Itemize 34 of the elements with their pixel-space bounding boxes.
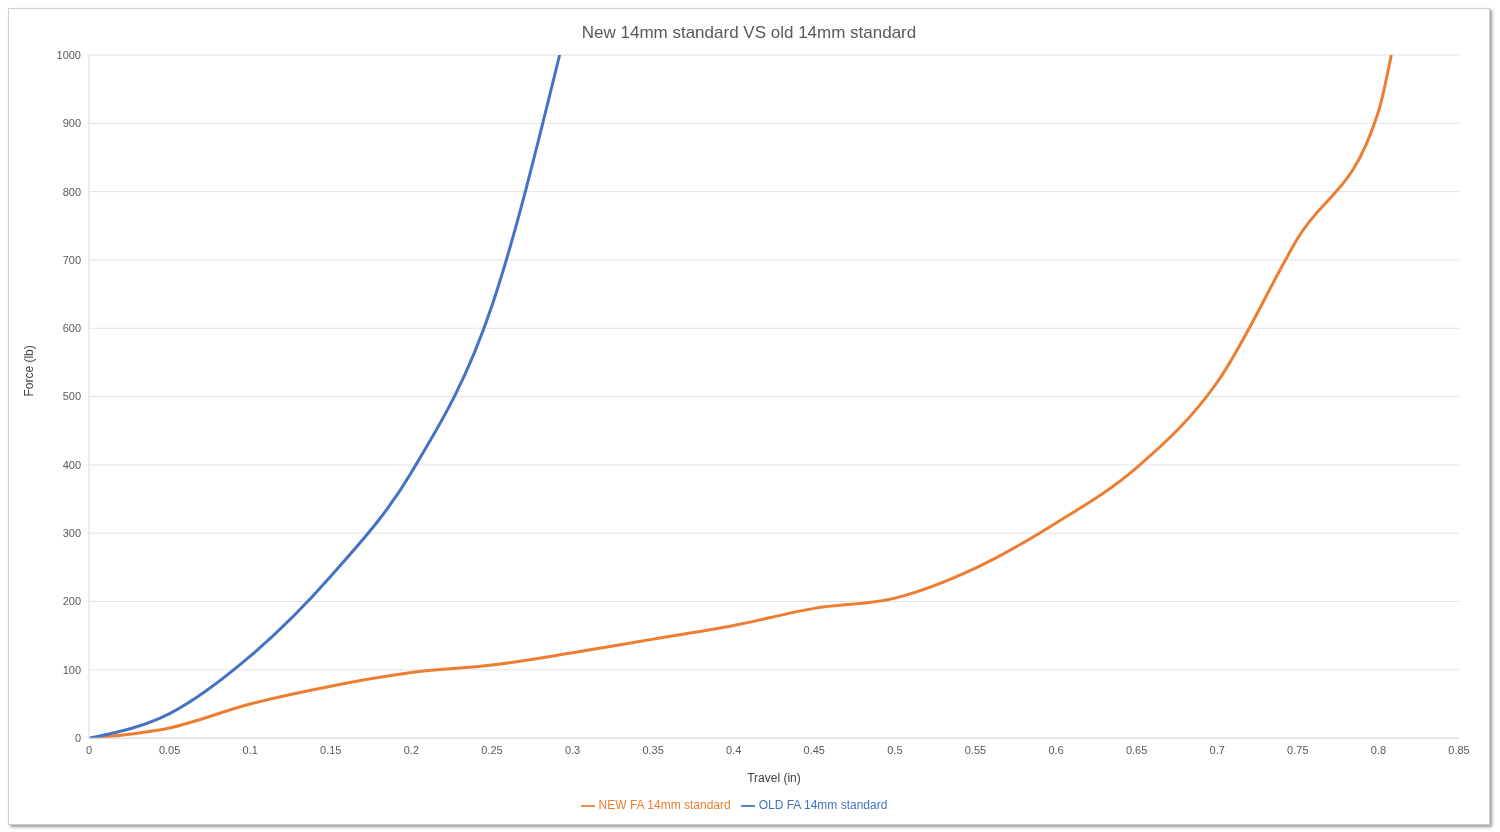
y-tick-label: 700 [62, 253, 81, 266]
y-tick-label: 800 [62, 185, 81, 198]
y-tick-label: 400 [62, 458, 81, 471]
x-tick-label: 0.15 [320, 743, 342, 756]
x-tick-label: 0.7 [1209, 743, 1225, 756]
x-tick-label: 0.35 [642, 743, 664, 756]
x-tick-label: 0.25 [481, 743, 503, 756]
x-tick-label: 0.55 [964, 743, 987, 756]
x-tick-label: 0.4 [726, 743, 742, 756]
x-tick-label: 0.05 [158, 743, 181, 756]
y-tick-label: 100 [62, 663, 81, 676]
x-tick-label: 0.45 [803, 743, 826, 756]
y-tick-label: 900 [62, 117, 81, 130]
x-tick-label: 0.1 [242, 743, 258, 756]
y-tick-label: 0 [74, 732, 81, 745]
y-tick-label: 200 [62, 595, 81, 608]
y-tick-label: 500 [62, 390, 81, 403]
x-tick-label: 0.85 [1448, 743, 1470, 756]
x-tick-label: 0.8 [1370, 743, 1387, 756]
y-axis-title: Force (lb) [22, 345, 37, 397]
x-tick-label: 0.5 [887, 743, 903, 756]
legend-label: NEW FA 14mm standard [598, 798, 731, 813]
x-tick-label: 0.65 [1125, 743, 1148, 756]
x-tick-label: 0.75 [1287, 743, 1309, 756]
y-tick-label: 300 [62, 527, 81, 540]
x-axis-title: Travel (in) [747, 771, 801, 786]
y-tick-label: 600 [62, 322, 81, 335]
x-tick-label: 0.6 [1048, 743, 1064, 756]
x-tick-label: 0.2 [403, 743, 419, 756]
x-tick-label: 0 [85, 743, 93, 756]
legend-label: OLD FA 14mm standard [758, 798, 888, 813]
x-tick-label: 0.3 [564, 743, 581, 756]
y-tick-label: 1000 [56, 48, 81, 61]
chart-title: New 14mm standard VS old 14mm standard [580, 22, 918, 43]
